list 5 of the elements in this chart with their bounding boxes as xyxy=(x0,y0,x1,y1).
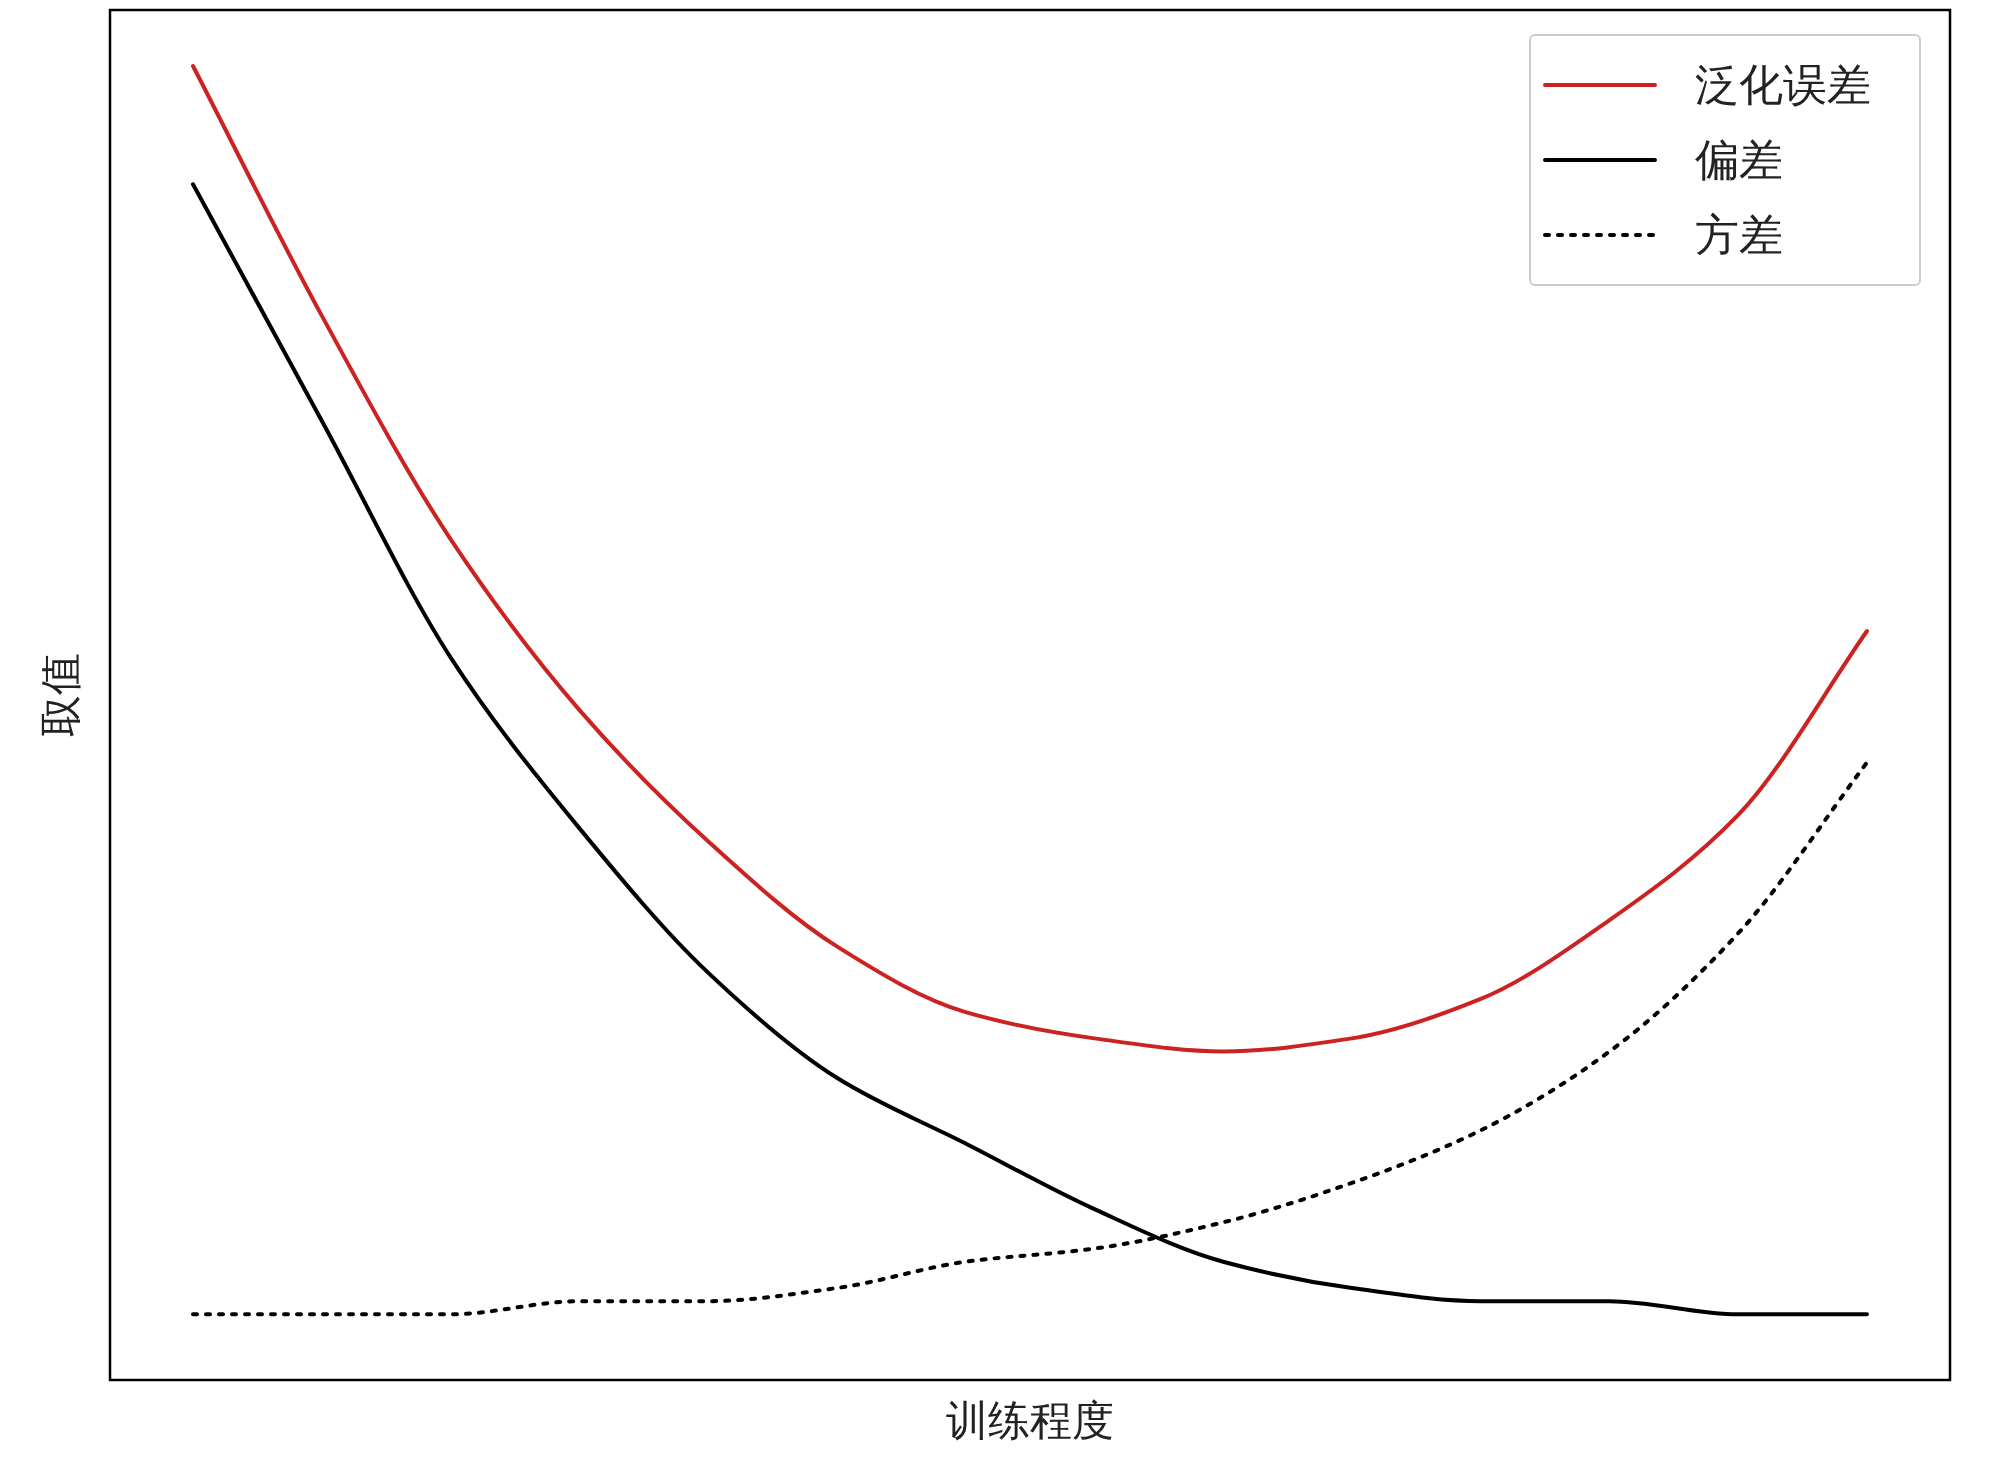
x-axis-title: 训练程度 xyxy=(946,1396,1114,1445)
legend-label: 泛化误差 xyxy=(1695,59,1871,110)
legend-label: 方差 xyxy=(1695,209,1783,260)
y-axis-title: 取值 xyxy=(36,653,85,737)
legend-label: 偏差 xyxy=(1695,134,1783,185)
